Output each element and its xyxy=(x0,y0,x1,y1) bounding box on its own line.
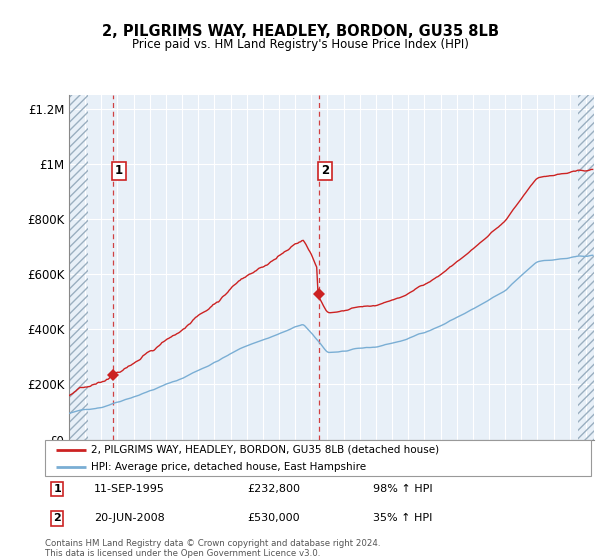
Text: £530,000: £530,000 xyxy=(247,514,299,524)
Text: 35% ↑ HPI: 35% ↑ HPI xyxy=(373,514,432,524)
Text: 98% ↑ HPI: 98% ↑ HPI xyxy=(373,484,432,494)
Text: 1: 1 xyxy=(53,484,61,494)
Bar xyxy=(578,95,594,440)
Text: Price paid vs. HM Land Registry's House Price Index (HPI): Price paid vs. HM Land Registry's House … xyxy=(131,38,469,50)
Text: 1: 1 xyxy=(115,165,123,178)
Text: HPI: Average price, detached house, East Hampshire: HPI: Average price, detached house, East… xyxy=(91,461,367,472)
Text: Contains HM Land Registry data © Crown copyright and database right 2024.
This d: Contains HM Land Registry data © Crown c… xyxy=(45,539,380,558)
Bar xyxy=(69,95,88,440)
Text: 2, PILGRIMS WAY, HEADLEY, BORDON, GU35 8LB: 2, PILGRIMS WAY, HEADLEY, BORDON, GU35 8… xyxy=(101,24,499,39)
Text: 2: 2 xyxy=(322,165,329,178)
Text: £232,800: £232,800 xyxy=(247,484,300,494)
Bar xyxy=(69,95,88,440)
Text: 20-JUN-2008: 20-JUN-2008 xyxy=(94,514,165,524)
Text: 2, PILGRIMS WAY, HEADLEY, BORDON, GU35 8LB (detached house): 2, PILGRIMS WAY, HEADLEY, BORDON, GU35 8… xyxy=(91,445,440,455)
Text: 2: 2 xyxy=(53,514,61,524)
Bar xyxy=(578,95,594,440)
Text: 11-SEP-1995: 11-SEP-1995 xyxy=(94,484,165,494)
FancyBboxPatch shape xyxy=(45,440,591,476)
